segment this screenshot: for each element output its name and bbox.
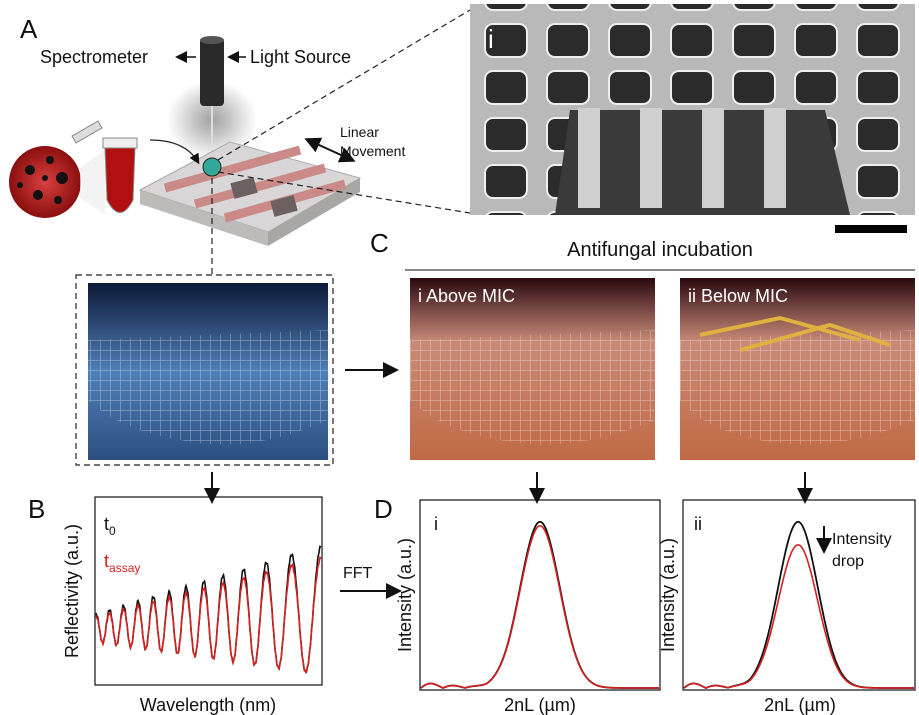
- plot-label: i: [434, 514, 438, 534]
- note: drop: [832, 553, 864, 570]
- note: Intensity: [832, 531, 892, 548]
- panel-label: C: [370, 228, 389, 258]
- title: Antifungal incubation: [567, 239, 753, 261]
- magnify: [80, 150, 105, 215]
- image-label: ii Below MIC: [688, 286, 788, 306]
- x-axis-label: 2nL (µm): [504, 695, 576, 715]
- y-axis-label: Intensity (a.u.): [658, 538, 678, 652]
- fft-curve: [684, 545, 914, 688]
- panel-label: D: [374, 494, 393, 524]
- tube: [105, 148, 135, 213]
- spot: [203, 158, 221, 176]
- tube-cap: [103, 138, 137, 148]
- panel-label: B: [28, 494, 45, 524]
- arrows: [212, 472, 805, 591]
- plot-frame: [420, 500, 660, 690]
- label: Light Source: [250, 47, 351, 67]
- image-label: i: [488, 24, 494, 54]
- legend-entry: tassay: [104, 551, 140, 575]
- image-label: i Above MIC: [418, 286, 515, 306]
- pipette: [72, 121, 102, 143]
- label: Spectrometer: [40, 47, 148, 67]
- light-source: [200, 38, 224, 106]
- x-axis-label: 2nL (µm): [764, 695, 836, 715]
- label: Movement: [340, 143, 405, 159]
- x-axis-label: Wavelength (nm): [140, 695, 276, 715]
- fft-curve: [421, 526, 659, 688]
- plot-frame: [683, 500, 915, 690]
- legend-sub: assay: [109, 561, 140, 575]
- scale-bar: [835, 225, 907, 233]
- legend-sub: 0: [109, 524, 116, 538]
- label: FFT: [343, 565, 373, 582]
- plot-label: ii: [694, 514, 702, 534]
- fft-curve: [421, 522, 659, 688]
- blood-sample: [9, 146, 81, 218]
- label: Linear: [340, 124, 379, 140]
- y-axis-label: Intensity (a.u.): [395, 538, 415, 652]
- plot-frame: [95, 497, 322, 685]
- y-axis-label: Reflectivity (a.u.): [62, 524, 82, 658]
- panel-label: A: [20, 14, 38, 44]
- figure: A Spectrometer Light Source Linear Movem…: [0, 0, 919, 715]
- legend-entry: t0: [104, 514, 116, 538]
- light-source: [200, 36, 224, 44]
